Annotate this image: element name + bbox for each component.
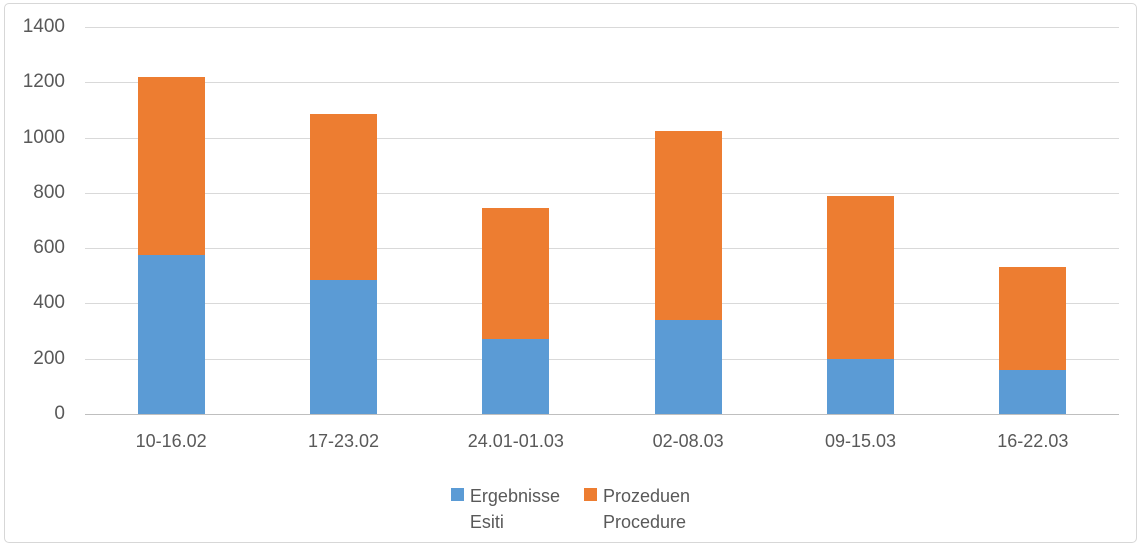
- y-tick-label: 1000: [22, 126, 65, 148]
- legend-swatch-icon: [583, 488, 597, 501]
- bar-segment-ergebnisse-esiti: [482, 339, 550, 414]
- bar-segment-prozeduen-procedure: [654, 130, 722, 320]
- y-tick-label: 200: [33, 347, 65, 369]
- legend: Ergebnisse Esiti Prozeduen Procedure: [5, 483, 1136, 535]
- bar-segment-prozeduen-procedure: [482, 208, 550, 340]
- bar-segment-prozeduen-procedure: [137, 76, 205, 256]
- legend-label: Prozeduen Procedure: [602, 486, 691, 532]
- bar-segment-prozeduen-procedure: [827, 195, 894, 359]
- gridline: [85, 192, 1119, 194]
- gridline: [85, 358, 1119, 360]
- bar-segment-prozeduen-procedure: [310, 114, 377, 280]
- y-tick-label: 0: [54, 403, 65, 424]
- x-axis-line: [85, 414, 1119, 415]
- x-tick-label: 24.01-01.03: [467, 431, 564, 451]
- bar-segment-ergebnisse-esiti: [310, 279, 377, 414]
- gridline: [85, 248, 1119, 250]
- gridline: [85, 82, 1119, 84]
- y-tick-label: 1400: [22, 16, 65, 37]
- legend-label: Ergebnisse Esiti: [469, 486, 560, 532]
- y-tick-label: 1200: [22, 71, 65, 93]
- bar-segment-ergebnisse-esiti: [654, 320, 722, 414]
- x-tick-label: 09-15.03: [824, 431, 897, 451]
- bar-segment-ergebnisse-esiti: [137, 255, 205, 414]
- gridline: [85, 303, 1119, 305]
- legend-item-prozeduen: Prozeduen Procedure: [583, 483, 691, 535]
- x-tick-label: 10-16.02: [135, 431, 207, 451]
- y-tick-label: 400: [33, 292, 65, 314]
- y-tick-label: 800: [33, 181, 65, 203]
- x-tick-label: 02-08.03: [652, 431, 724, 451]
- legend-item-ergebnisse: Ergebnisse Esiti: [450, 483, 560, 535]
- bar-segment-ergebnisse-esiti: [999, 369, 1067, 414]
- gridline: [85, 137, 1119, 139]
- x-tick-label: 16-22.03: [997, 431, 1069, 451]
- gridline: [85, 27, 1119, 28]
- x-tick-label: 17-23.02: [307, 431, 380, 451]
- bar-segment-ergebnisse-esiti: [827, 358, 894, 414]
- y-tick-label: 600: [33, 237, 65, 259]
- bar-segment-prozeduen-procedure: [999, 267, 1067, 370]
- legend-swatch-icon: [450, 488, 464, 501]
- chart-frame: 0 200 400 600 800 1000 1200 1400 10-16.02 17-23.0…: [4, 3, 1137, 543]
